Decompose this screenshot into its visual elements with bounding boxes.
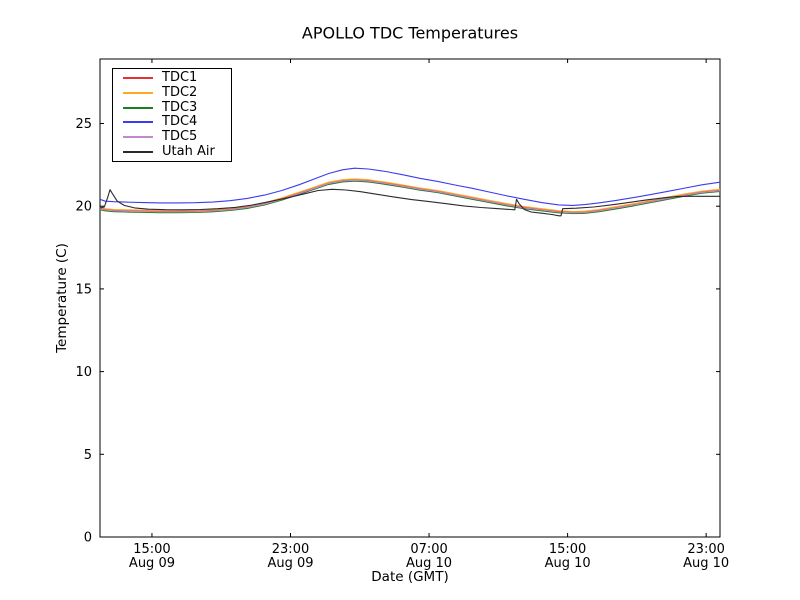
legend-line-swatch <box>123 77 153 80</box>
series-line-utah-air <box>99 188 720 217</box>
y-tick-label: 10 <box>75 365 92 380</box>
legend-label: TDC4 <box>162 114 198 130</box>
legend-entry-tdc2: TDC2 <box>113 84 231 100</box>
x-tick-label: Aug 10 <box>545 556 591 571</box>
legend-entry-tdc5: TDC5 <box>113 128 231 144</box>
y-tick-label: 5 <box>84 448 92 463</box>
y-tick-label: 20 <box>75 200 92 215</box>
legend-entry-utah-air: Utah Air <box>113 143 231 159</box>
legend-label: Utah Air <box>162 143 215 159</box>
y-tick-label: 15 <box>75 282 92 297</box>
y-tick-label: 0 <box>84 531 92 546</box>
x-tick-label: Aug 10 <box>406 556 452 571</box>
series-line-tdc1 <box>99 179 721 213</box>
x-tick-label: 07:00 <box>410 542 447 557</box>
legend-entry-tdc3: TDC3 <box>113 99 231 115</box>
legend-label: TDC3 <box>162 99 198 115</box>
x-tick-label: 23:00 <box>272 542 309 557</box>
legend-entry-tdc1: TDC1 <box>113 71 231 85</box>
x-tick-label: Aug 09 <box>267 556 313 571</box>
legend: TDC1 TDC2 TDC3 TDC4 TDC5 Utah Air <box>112 68 232 162</box>
y-axis-label: Temperature (C) <box>54 243 70 353</box>
chart-title: APOLLO TDC Temperatures <box>301 23 519 43</box>
legend-line-swatch <box>123 135 153 138</box>
legend-entry-tdc4: TDC4 <box>113 115 231 129</box>
x-tick-label: 23:00 <box>687 542 724 557</box>
legend-label: TDC1 <box>162 70 198 86</box>
legend-line-swatch <box>123 150 153 153</box>
legend-line-swatch <box>123 106 153 109</box>
legend-label: TDC2 <box>162 84 198 100</box>
legend-line-swatch <box>123 91 153 94</box>
series-line-tdc2 <box>99 178 721 213</box>
x-tick-label: Aug 10 <box>683 556 729 571</box>
series-line-tdc4 <box>99 167 721 206</box>
x-tick-label: 15:00 <box>549 542 586 557</box>
y-tick-label: 25 <box>75 117 92 132</box>
legend-line-swatch <box>123 121 153 124</box>
series-line-tdc3 <box>99 180 721 215</box>
x-tick-label: 15:00 <box>133 542 170 557</box>
x-axis-label: Date (GMT) <box>371 569 449 585</box>
x-tick-label: Aug 09 <box>129 556 175 571</box>
legend-label: TDC5 <box>162 128 198 144</box>
series-line-tdc5 <box>99 179 721 214</box>
